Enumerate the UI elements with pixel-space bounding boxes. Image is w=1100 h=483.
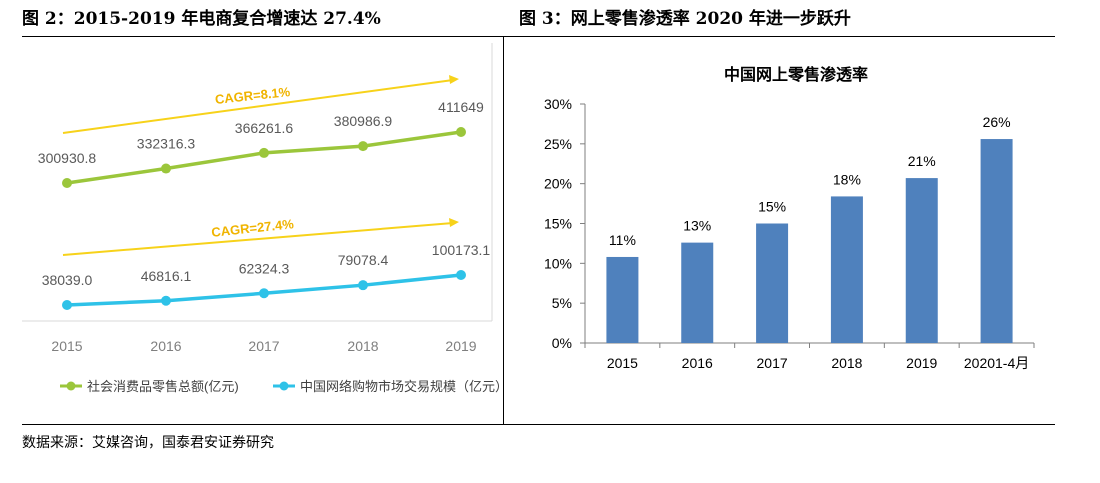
figure-title-right: 图 3：网上零售渗透率 2020 年进一步跃升 [519,9,851,29]
x-tick-label: 2016 [682,355,713,371]
x-tick-label: 2019 [445,338,476,354]
data-label: 79078.4 [338,252,389,268]
x-tick-label: 2018 [347,338,378,354]
data-label: 38039.0 [42,272,93,288]
source-note: 数据来源：艾媒咨询，国泰君安证券研究 [22,435,274,451]
data-label: 62324.3 [239,260,290,276]
data-point [259,147,269,158]
cagr-arrow-shaft [62,222,454,256]
bar [905,178,938,343]
data-point [62,178,72,188]
data-point [62,300,72,310]
bar [830,196,863,343]
legend-marker [279,381,289,391]
x-tick-label: 2018 [831,355,862,371]
online-retail-penetration-bar-chart: 中国网上零售渗透率 0% 5% 10% 15% 20% 25% 30% 11% 2015 13% 20… [544,65,1035,371]
y-tick-label: 30% [544,96,572,112]
x-tick-label: 20201-4月 [964,355,1029,371]
bar-data-label: 13% [683,218,711,234]
bar-data-label: 21% [908,153,936,169]
bar-data-label: 26% [983,114,1011,130]
chart-title: 中国网上零售渗透率 [724,65,868,84]
x-tick-label: 2015 [51,338,82,354]
x-tick-label: 2017 [757,355,788,371]
data-point [161,295,171,306]
x-tick-label: 2019 [906,355,937,371]
bar-data-label: 11% [609,232,636,248]
data-label: 300930.8 [38,150,97,166]
x-tick-label: 2015 [607,355,638,371]
legend-label: 中国网络购物市场交易规模（亿元） [300,379,508,394]
figure-title-left: 图 2：2015-2019 年电商复合增速达 27.4% [22,9,381,29]
cagr-arrow-1 [62,75,459,134]
legend-item-1: 社会消费品零售总额(亿元) [60,379,239,394]
y-tick-label: 0% [552,335,572,351]
legend-item-2: 中国网络购物市场交易规模（亿元） [273,379,508,394]
data-label: 380986.9 [334,113,393,129]
bottom-rule [22,424,1055,425]
cagr-arrow-head [449,218,459,227]
data-point [358,141,368,152]
data-point [259,288,269,299]
x-tick-label: 2016 [150,338,181,354]
bar [980,139,1013,343]
data-label: 100173.1 [432,242,491,258]
legend-label: 社会消费品零售总额(亿元) [87,379,239,394]
legend-marker [66,381,76,391]
data-label: 411649 [438,99,484,115]
data-point [358,280,368,291]
cagr-arrow-shaft [62,79,454,134]
data-label: 332316.3 [137,136,196,152]
bar [606,256,639,343]
y-tick-label: 15% [544,216,572,232]
y-tick-label: 10% [544,255,572,271]
y-tick-label: 25% [544,136,572,152]
cagr-arrow-2 [62,218,459,256]
middle-divider [503,37,504,424]
x-tick-label: 2017 [248,338,279,354]
top-rule [22,36,1055,37]
data-point [456,127,466,137]
bar [756,223,789,343]
y-tick-label: 20% [544,176,572,192]
bar-data-label: 15% [758,199,786,215]
bar-data-label: 18% [833,171,861,187]
y-tick-label: 5% [552,295,572,311]
bar [681,242,714,343]
cagr-arrow-head [449,75,459,84]
data-label: 46816.1 [141,268,192,284]
data-label: 366261.6 [235,120,294,136]
data-point [456,270,466,280]
data-point [161,163,171,174]
